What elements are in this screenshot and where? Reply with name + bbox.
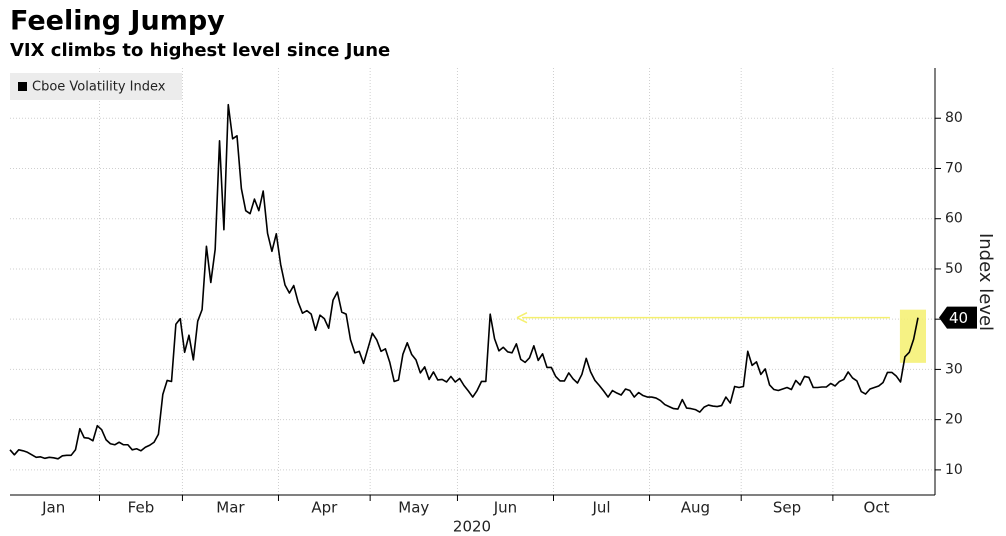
y-tick-label: 50 <box>945 261 963 277</box>
y-tick-label: 80 <box>945 110 963 126</box>
y-axis-label: Index level <box>975 233 996 331</box>
x-tick-label: Apr <box>311 499 338 517</box>
y-tick-label: 20 <box>945 412 963 428</box>
y-tick-label: 70 <box>945 160 963 176</box>
highlight-layer <box>516 309 926 363</box>
x-tick-label: Jan <box>41 499 65 517</box>
grid <box>10 68 935 495</box>
y-tick-label: 30 <box>945 361 963 377</box>
x-tick-label: Feb <box>128 499 155 517</box>
chart-title: Feeling Jumpy <box>10 6 225 37</box>
x-axis-label: 2020 <box>453 518 491 536</box>
x-tick-label: Jul <box>591 499 610 517</box>
x-tick-label: Oct <box>864 499 890 517</box>
chart-subtitle: VIX climbs to highest level since June <box>10 40 390 61</box>
end-label: 40 <box>949 309 968 327</box>
y-tick-label: 10 <box>945 462 963 478</box>
legend-label: Cboe Volatility Index <box>32 80 166 95</box>
x-tick-label: May <box>398 499 429 517</box>
legend-box <box>10 73 182 100</box>
x-tick-label: Jun <box>493 499 517 517</box>
highlight-box <box>899 309 926 363</box>
x-tick-label: Aug <box>681 499 710 517</box>
vix-line <box>9 103 919 460</box>
x-tick-label: Sep <box>773 499 801 517</box>
legend-swatch <box>18 82 27 91</box>
y-tick-label: 60 <box>945 211 963 227</box>
arrow-head <box>516 311 528 324</box>
end-label-box <box>939 306 977 329</box>
x-tick-label: Mar <box>216 499 245 517</box>
